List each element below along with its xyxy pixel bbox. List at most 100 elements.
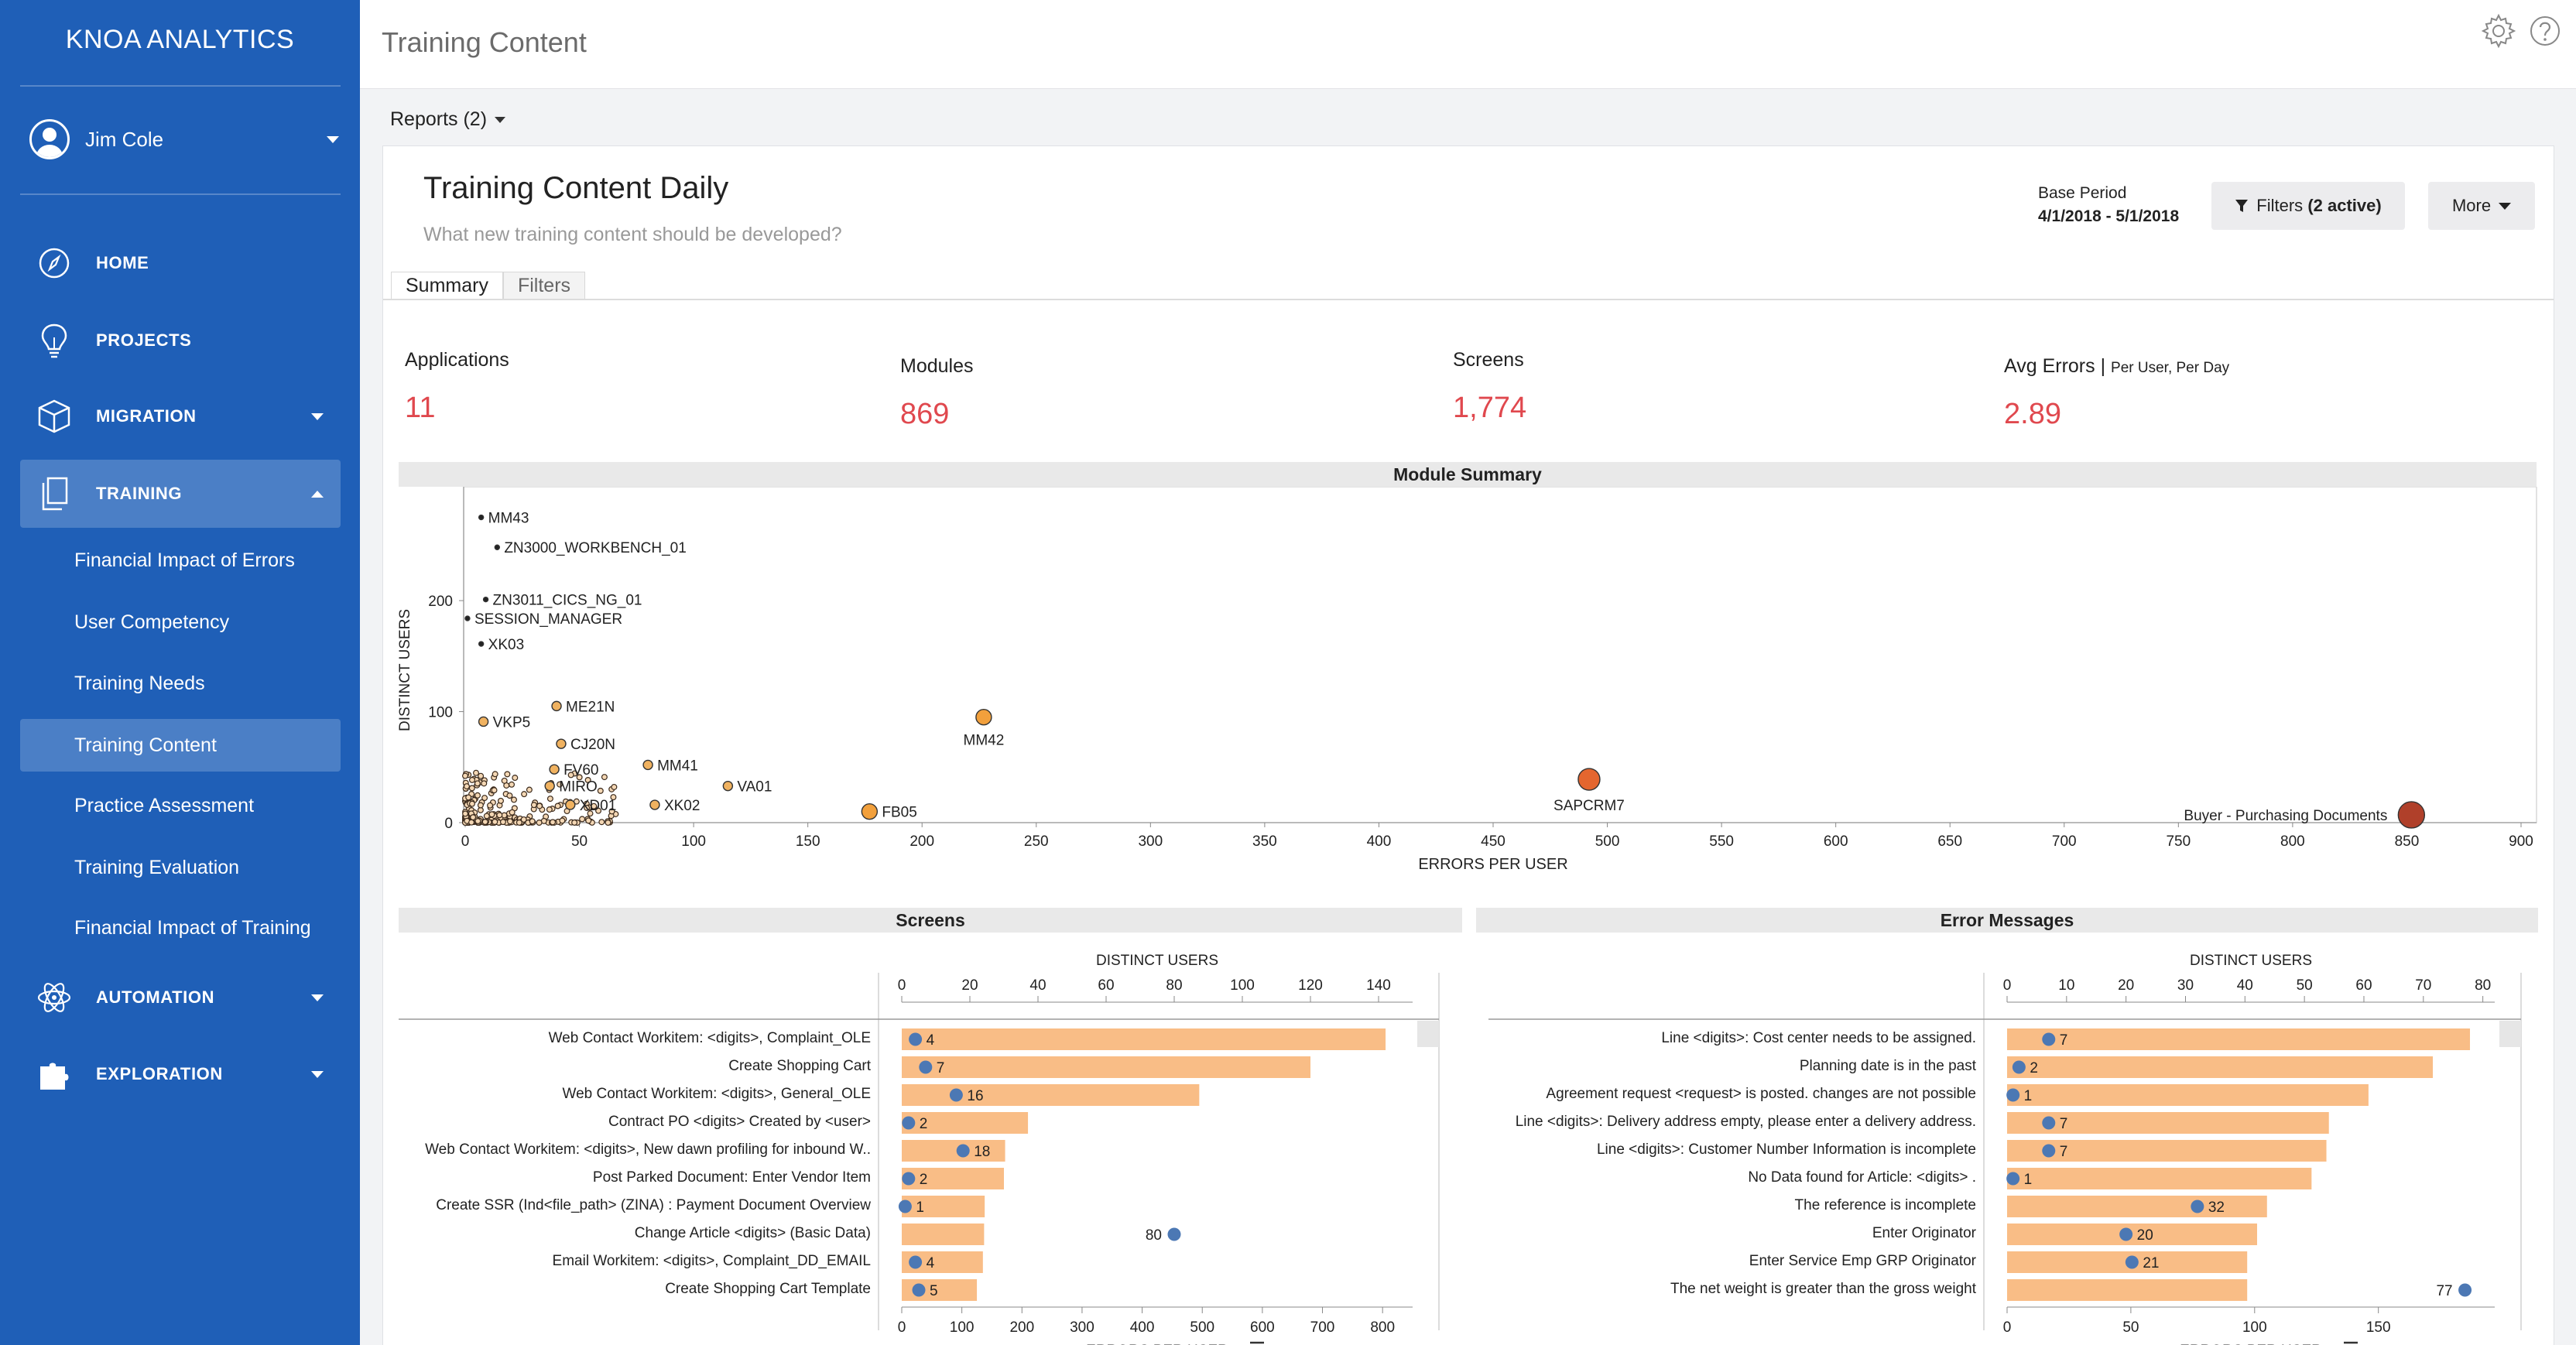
scatter-point xyxy=(474,780,481,787)
nav-automation[interactable]: AUTOMATION xyxy=(20,963,341,1032)
point-label: SESSION_MANAGER xyxy=(474,611,622,628)
x-axis-title: ERRORS PER USER xyxy=(1418,856,1567,873)
bottom-tick-label: 150 xyxy=(2366,1319,2391,1336)
scatter-point xyxy=(2397,801,2426,829)
scrollbar-thumb xyxy=(2499,1021,2521,1047)
scatter-point xyxy=(482,596,489,603)
scatter-point xyxy=(494,544,501,550)
top-tick-label: 10 xyxy=(2058,977,2074,994)
bottom-tick-label: 100 xyxy=(2242,1319,2267,1336)
point-label: FV60 xyxy=(564,762,598,779)
top-tick-label: 70 xyxy=(2415,977,2431,994)
scatter-point xyxy=(529,818,536,825)
reports-dropdown[interactable]: Reports (2) xyxy=(390,108,506,131)
error-dot-label: 7 xyxy=(2060,1032,2068,1049)
error-bar xyxy=(2007,1168,2312,1189)
error-dot xyxy=(2119,1227,2133,1241)
filters-button[interactable]: Filters (2 active) xyxy=(2211,182,2405,230)
nav-home[interactable]: HOME xyxy=(20,229,341,297)
error-dot xyxy=(2191,1200,2204,1213)
top-tick-label: 80 xyxy=(2475,977,2491,994)
scatter-point xyxy=(591,803,598,809)
top-tick-label: 140 xyxy=(1366,977,1391,994)
x-tick-label: 350 xyxy=(1252,833,1277,850)
error-category-label: Enter Originator xyxy=(1872,1225,1977,1241)
scatter-point xyxy=(473,769,480,776)
divider xyxy=(20,85,341,87)
nav-training-needs[interactable]: Training Needs xyxy=(74,672,205,694)
scatter-point xyxy=(1577,768,1601,791)
chevron-up-icon xyxy=(311,490,324,498)
screen-dot-label: 1 xyxy=(916,1200,924,1216)
scatter-point xyxy=(462,772,469,779)
error-dot xyxy=(2006,1172,2020,1186)
bottom-tick-label: 200 xyxy=(1009,1319,1034,1336)
scatter-point xyxy=(557,781,564,788)
top-axis-title: DISTINCT USERS xyxy=(1096,953,1218,969)
kpi-screens: Screens 1,774 xyxy=(1453,349,1526,425)
nav-projects[interactable]: PROJECTS xyxy=(20,306,341,375)
error-category-label: The reference is incomplete xyxy=(1795,1197,1976,1213)
bottom-tick-label: 0 xyxy=(2003,1319,2012,1336)
nav-automation-label: AUTOMATION xyxy=(96,987,215,1007)
scatter-point xyxy=(549,764,560,775)
x-tick-label: 150 xyxy=(796,833,820,850)
scatter-point xyxy=(605,820,611,827)
sidebar: KNOA ANALYTICS Jim Cole HOME PROJECTS MI… xyxy=(0,0,360,1345)
error-bar xyxy=(2007,1112,2329,1134)
error-bar xyxy=(2007,1056,2434,1078)
tab-summary[interactable]: Summary xyxy=(391,272,503,299)
x-tick-label: 400 xyxy=(1367,833,1392,850)
screen-dot xyxy=(909,1255,923,1269)
help-icon[interactable] xyxy=(2528,12,2562,53)
chevron-down-icon xyxy=(311,1070,324,1078)
error-dot-label: 7 xyxy=(2060,1144,2068,1160)
screen-dot-label: 5 xyxy=(930,1283,938,1299)
scatter-point xyxy=(501,777,508,784)
error-dot-label: 7 xyxy=(2060,1116,2068,1132)
page-title: Training Content xyxy=(382,26,587,58)
top-tick-label: 50 xyxy=(2297,977,2313,994)
scatter-point xyxy=(608,808,615,815)
nav-migration[interactable]: MIGRATION xyxy=(20,382,341,450)
bottom-axis-title: ERRORS PER USER xyxy=(1086,1343,1228,1345)
point-label: MM42 xyxy=(964,733,1005,749)
scatter-point xyxy=(481,818,488,825)
scatter-point xyxy=(512,775,519,782)
point-label: XK02 xyxy=(664,798,700,814)
top-tick-label: 20 xyxy=(961,977,978,994)
filter-icon xyxy=(2235,200,2249,212)
error-bar xyxy=(2007,1279,2248,1301)
nav-training-content[interactable]: Training Content xyxy=(20,719,341,772)
filters-active-count: (2 active) xyxy=(2307,196,2382,215)
screen-category-label: Post Parked Document: Enter Vendor Item xyxy=(593,1169,871,1186)
screen-dot-label: 80 xyxy=(1146,1227,1162,1244)
more-button[interactable]: More xyxy=(2428,182,2535,230)
screen-bar xyxy=(902,1196,985,1217)
point-label: Buyer - Purchasing Documents xyxy=(2184,808,2387,824)
nav-user-competency[interactable]: User Competency xyxy=(74,611,230,633)
report-tabs: Summary Filters xyxy=(391,272,586,299)
nav-financial-impact-of-training[interactable]: Financial Impact of Training xyxy=(74,916,311,939)
user-avatar-icon xyxy=(29,119,70,159)
gear-icon[interactable] xyxy=(2480,12,2517,53)
nav-financial-impact-of-errors[interactable]: Financial Impact of Errors xyxy=(74,549,295,571)
nav-exploration[interactable]: EXPLORATION xyxy=(20,1040,341,1108)
point-label: VKP5 xyxy=(493,714,531,731)
bottom-tick-label: 600 xyxy=(1250,1319,1275,1336)
kpi-modules-value: 869 xyxy=(900,398,950,430)
scatter-point xyxy=(463,783,470,790)
scatter-point xyxy=(481,780,488,787)
bottom-tick-label: 50 xyxy=(2122,1319,2139,1336)
nav-practice-assessment[interactable]: Practice Assessment xyxy=(74,794,255,816)
nav-training[interactable]: TRAINING xyxy=(20,460,341,528)
tab-filters[interactable]: Filters xyxy=(502,272,586,299)
nav-training-evaluation[interactable]: Training Evaluation xyxy=(74,856,240,878)
screen-bar xyxy=(902,1084,1200,1106)
brand-logo: KNOA ANALYTICS xyxy=(65,25,295,54)
user-menu[interactable]: Jim Cole xyxy=(29,115,339,164)
screen-category-label: Web Contact Workitem: <digits>, Complain… xyxy=(549,1030,871,1046)
screen-category-label: Create Shopping Cart Template xyxy=(665,1281,871,1297)
error-dot-label: 20 xyxy=(2137,1227,2153,1244)
scatter-point xyxy=(477,802,484,809)
